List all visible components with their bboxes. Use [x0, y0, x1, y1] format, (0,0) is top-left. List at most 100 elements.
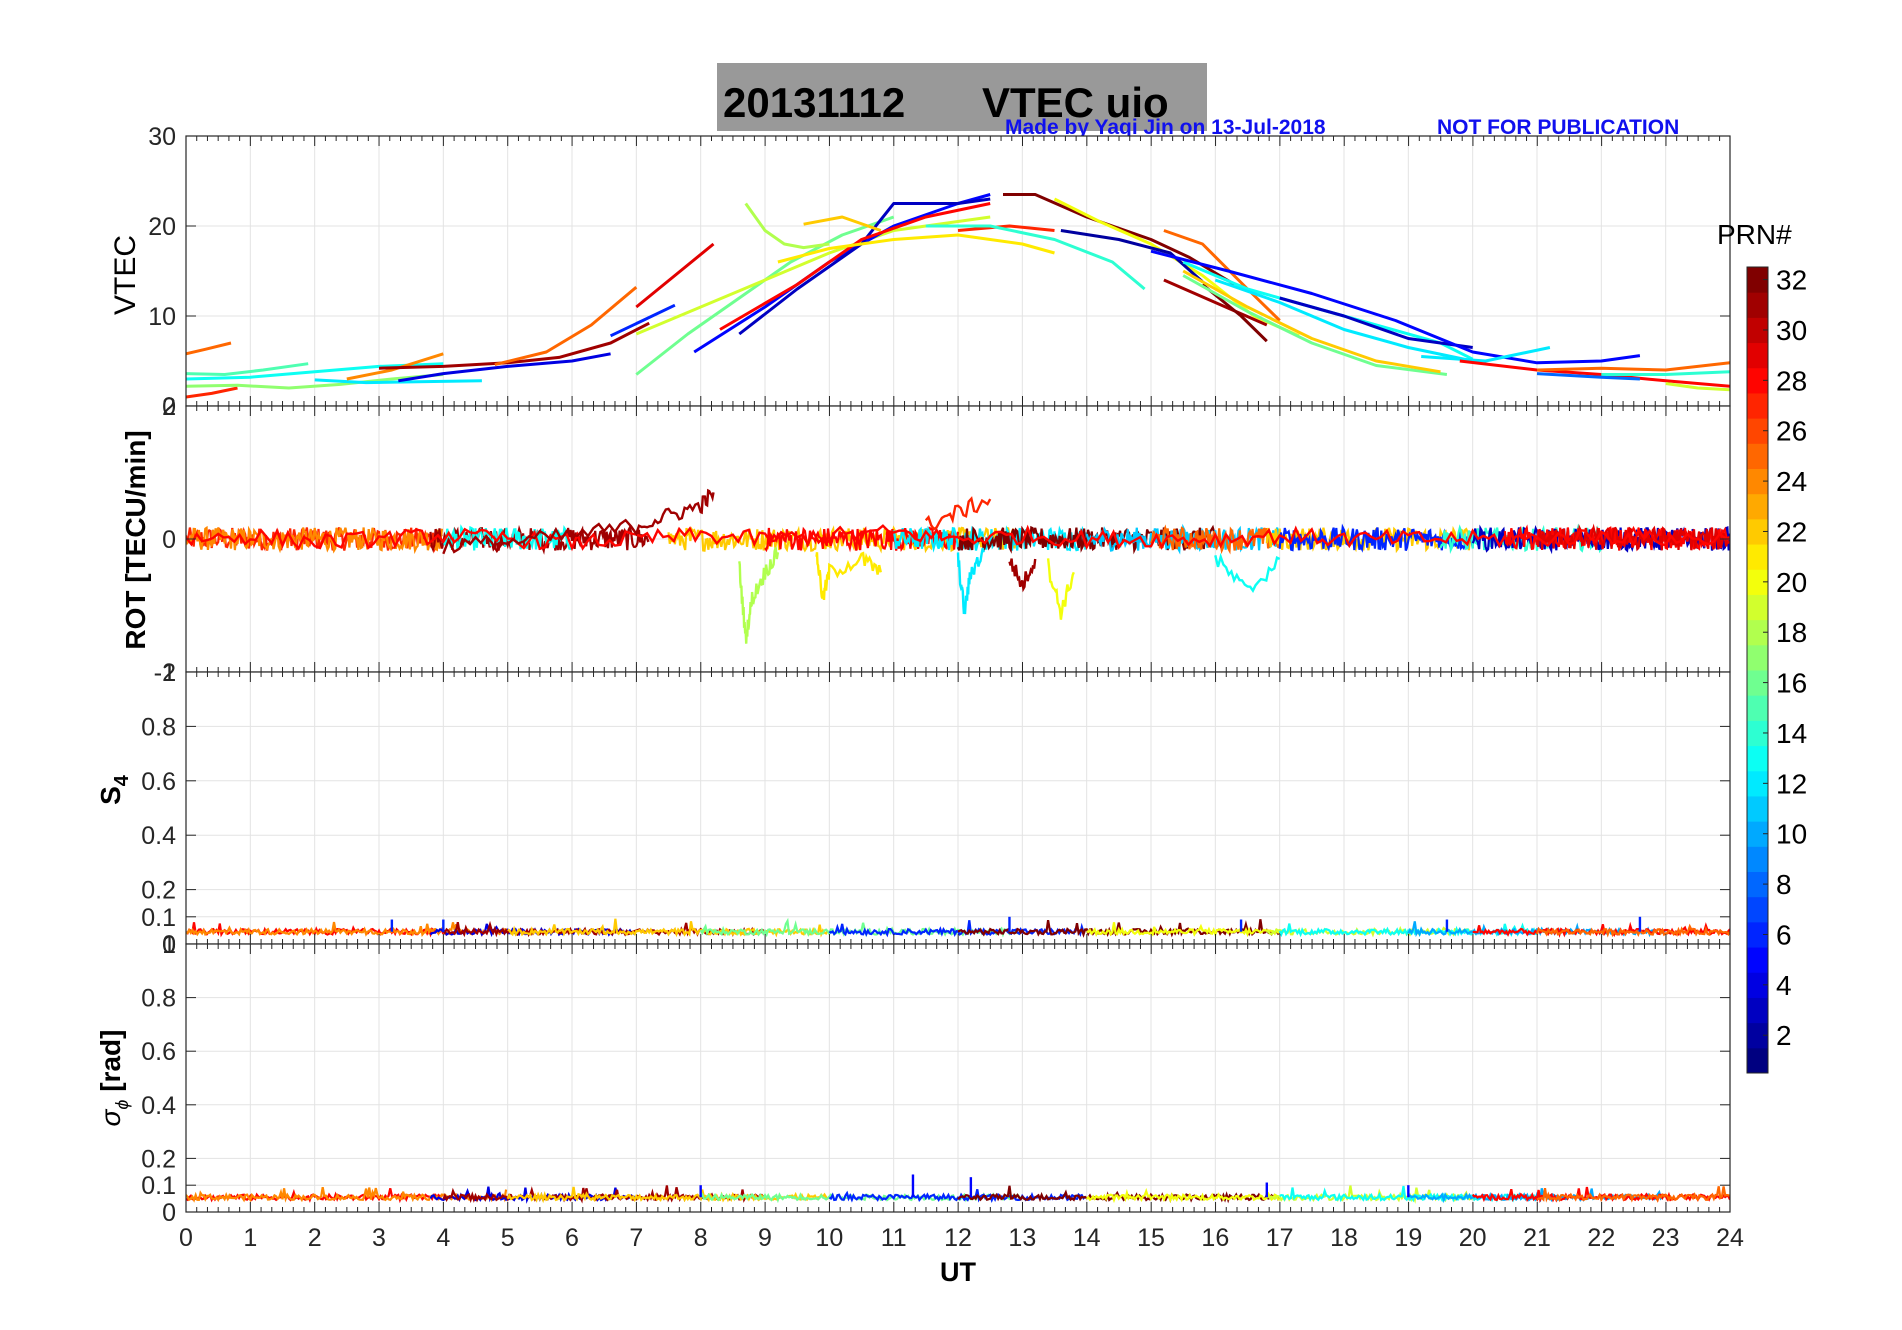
vtec-series-line: [186, 386, 238, 399]
x-tick-label: 10: [815, 1224, 843, 1252]
s4-ytick-label: 1: [162, 659, 176, 687]
vtec-series-line: [957, 224, 1055, 232]
colorbar-tick-label: 2: [1776, 1020, 1792, 1051]
sig-series-line: [506, 1186, 829, 1204]
title-label: VTEC uio: [982, 79, 1169, 126]
s4-ytick-label: 0.1: [141, 904, 176, 932]
vtec-series-line: [1279, 296, 1473, 349]
x-tick-label: 24: [1716, 1224, 1744, 1252]
title-date: 20131112: [723, 79, 905, 126]
vtec-series-line: [186, 341, 232, 356]
x-tick-label: 19: [1394, 1224, 1422, 1252]
rot-ytick-label: 0: [162, 526, 176, 554]
vtec-series-line: [1150, 249, 1641, 365]
x-tick-label: 1: [243, 1224, 257, 1252]
colorbar-swatch: [1747, 670, 1768, 696]
sig-ytick-label: 1: [162, 931, 176, 959]
colorbar-swatch: [1747, 569, 1768, 595]
colorbar-swatch: [1747, 745, 1768, 772]
sig-ytick-label: 0.4: [141, 1092, 176, 1120]
colorbar-tick-label: 18: [1776, 617, 1807, 648]
rot-series-line: [442, 488, 715, 555]
colorbar-frame: [1746, 266, 1769, 1074]
colorbar-swatch: [1747, 695, 1768, 721]
colorbar-swatch: [1747, 846, 1768, 872]
vtec-series-line: [609, 303, 676, 338]
colorbar-swatch: [1747, 367, 1768, 394]
x-tick-label: 22: [1587, 1224, 1615, 1252]
rot-noise-line: [1149, 524, 1281, 555]
x-tick-label: 21: [1523, 1224, 1551, 1252]
sig-ytick-label: 0.2: [141, 1145, 176, 1173]
vtec-series-line: [744, 202, 830, 250]
vtec-ytick-label: 0: [162, 393, 176, 421]
colorbar-tick-label: 6: [1776, 919, 1792, 950]
vtec-series-line: [1536, 372, 1640, 381]
sig-ytick-label: 0: [162, 1199, 176, 1227]
title-box: [717, 63, 1207, 131]
s4-series-line: [828, 920, 1086, 938]
x-tick-label: 12: [944, 1224, 972, 1252]
sigma-panel: 00.10.20.40.60.81: [141, 931, 1731, 1227]
vtec-series-line: [398, 352, 611, 383]
s4-ylabel: S4: [95, 774, 133, 805]
vtec-series-line: [925, 224, 1146, 291]
vtec-series-line: [494, 286, 638, 367]
vtec-series-line: [1536, 361, 1730, 372]
rot-panel: -202-1: [154, 393, 1731, 687]
vtec-series-line: [635, 215, 991, 336]
vtec-series-line: [1665, 382, 1730, 392]
s4-ytick-overlap: 0: [162, 931, 176, 959]
x-tick-label: 0: [179, 1224, 193, 1252]
x-tick-label: 18: [1330, 1224, 1358, 1252]
rot-series-line: [1008, 558, 1037, 593]
x-tick-label: 11: [881, 1224, 907, 1252]
vtec-series-group: [186, 193, 1730, 399]
rot-series-line: [738, 547, 780, 644]
vtec-ytick-label: 30: [148, 123, 176, 151]
x-tick-label: 2: [308, 1224, 322, 1252]
credit-note: NOT FOR PUBLICATION: [1437, 116, 1679, 139]
colorbar-swatch: [1747, 1022, 1768, 1049]
rot-ytick-overlap: -1: [154, 659, 176, 687]
colorbar-swatch: [1747, 342, 1768, 369]
sigma-ylabel: σϕ [rad]: [95, 1030, 132, 1127]
vtec-series-line: [1163, 278, 1268, 327]
vtec-ytick-overlap: 2: [162, 393, 176, 421]
rot-series-line: [956, 547, 985, 615]
colorbar-swatch: [1747, 795, 1768, 822]
colorbar-swatch: [1747, 921, 1768, 948]
vtec-ylabel: VTEC: [109, 235, 142, 315]
rot-series-line: [186, 524, 1730, 552]
rot-ytick-label: -2: [154, 659, 176, 687]
colorbar-swatch: [1747, 871, 1768, 898]
sig-series-line: [1536, 1186, 1730, 1203]
s4-series-line: [1535, 923, 1730, 938]
vtec-ytick-label: 20: [148, 213, 176, 241]
colorbar-tick-label: 28: [1776, 365, 1807, 396]
vtec-series-line: [346, 352, 444, 381]
colorbar-tick-label: 16: [1776, 668, 1807, 699]
s4-ytick-label: 0.6: [141, 768, 176, 796]
colorbar-swatch: [1747, 518, 1768, 545]
colorbar-tick-label: 12: [1776, 768, 1807, 799]
rot-series-group: [186, 488, 1730, 644]
vtec-series-line: [378, 321, 650, 370]
colorbar-swatch: [1747, 468, 1768, 495]
s4-panel: 00.10.20.40.60.810: [141, 659, 1731, 959]
vtec-series-line: [1214, 278, 1474, 363]
credit-made-by: Made by Yaqi Jin on 13-Jul-2018: [1005, 116, 1326, 139]
colorbar-swatch: [1747, 267, 1768, 293]
colorbar-swatch: [1747, 594, 1768, 621]
x-tick-label: 3: [372, 1224, 386, 1252]
vtec-series-line: [635, 242, 715, 309]
sig-ytick-label: 0.1: [141, 1172, 176, 1200]
rot-ytick-label: 2: [162, 393, 176, 421]
colorbar-tick-label: 30: [1776, 315, 1807, 346]
colorbar-tick-label: 24: [1776, 466, 1807, 497]
vtec-series-line: [1421, 346, 1551, 363]
x-tick-label: 17: [1266, 1224, 1294, 1252]
x-tick-label: 23: [1652, 1224, 1680, 1252]
vtec-series-line: [1182, 274, 1448, 376]
